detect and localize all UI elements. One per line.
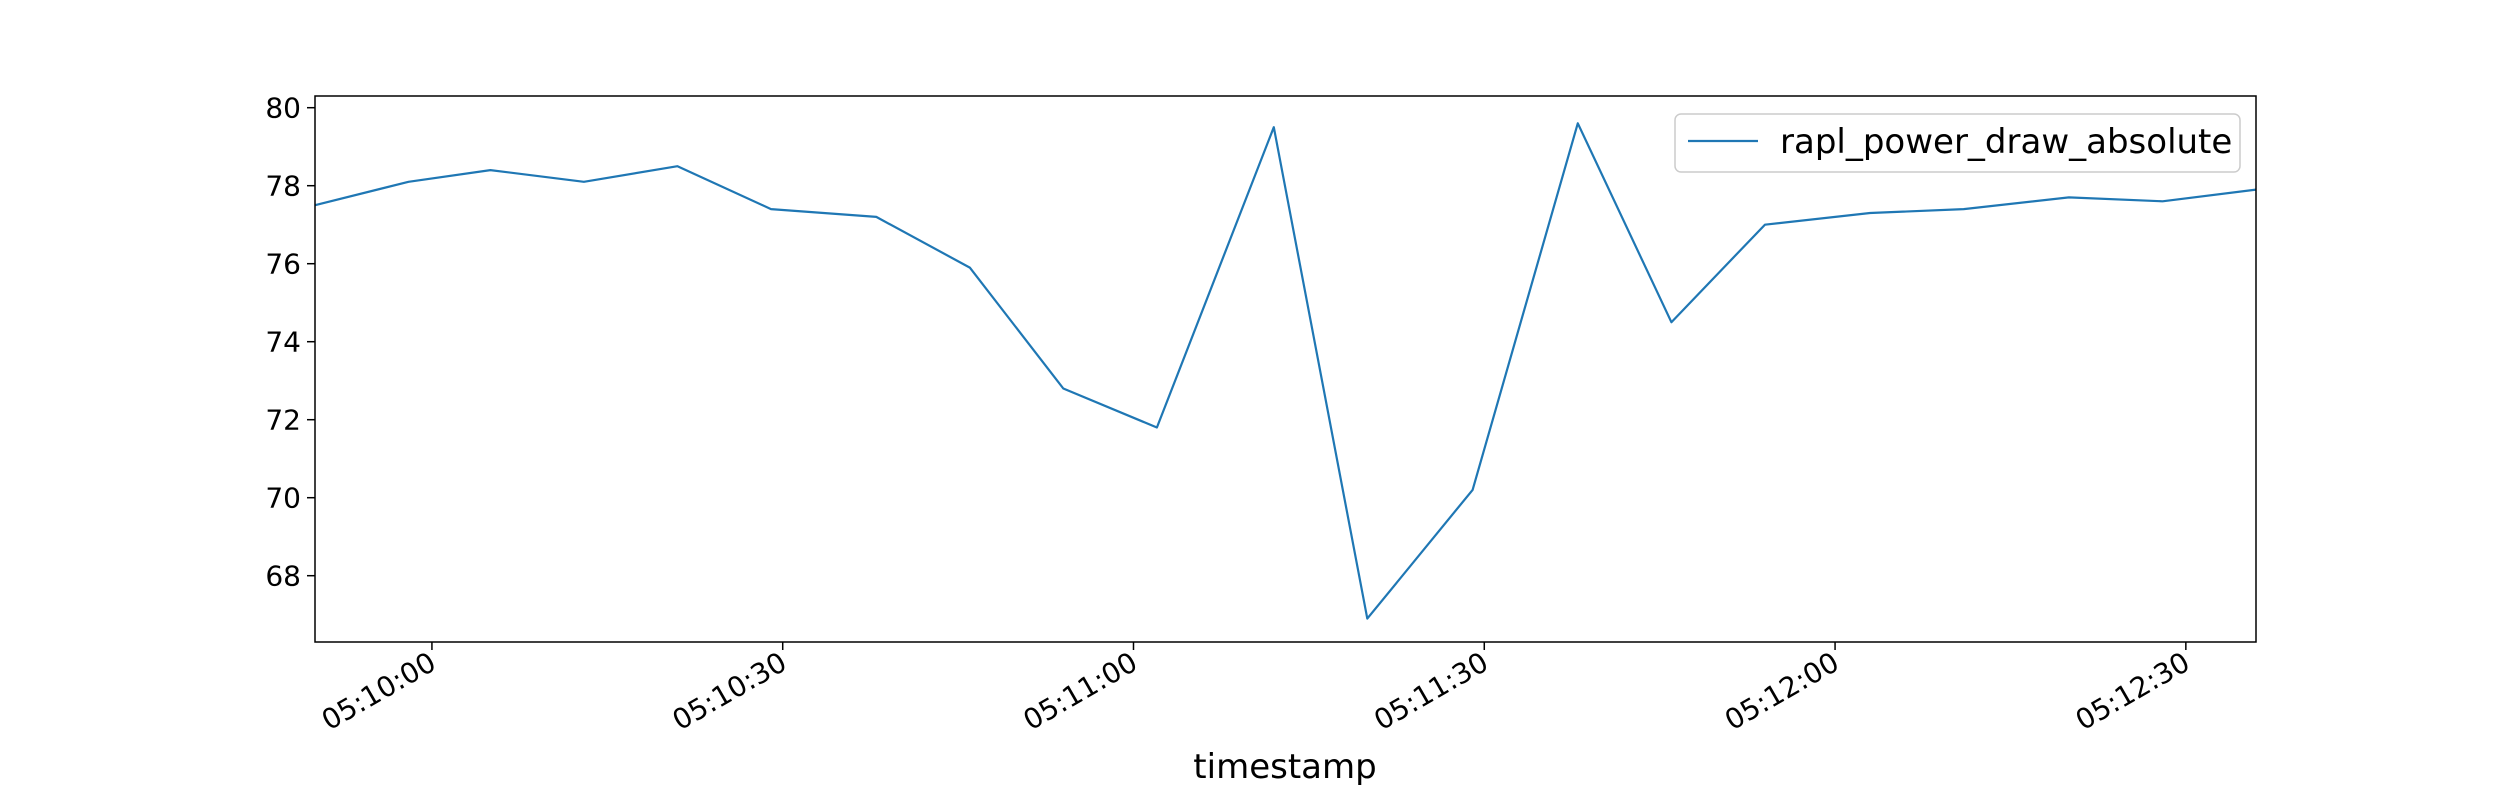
x-axis-title: timestamp [1193, 747, 1376, 787]
plot-frame [314, 95, 2257, 643]
y-tick-label: 80 [265, 92, 301, 125]
legend-box [1674, 113, 2241, 173]
legend: rapl_power_draw_absolute [1674, 113, 2241, 173]
series-line-rapl-power-draw-absolute [314, 122, 2257, 620]
y-tick-label: 76 [265, 248, 301, 281]
y-tick-label: 78 [265, 170, 301, 203]
y-tick-label: 68 [265, 560, 301, 593]
legend-label: rapl_power_draw_absolute [1780, 122, 2232, 162]
y-axis: 68 70 72 74 76 78 80 [265, 92, 315, 593]
y-tick-label: 72 [265, 404, 301, 437]
y-tick-label: 70 [265, 482, 301, 515]
y-tick-label: 74 [265, 326, 301, 359]
